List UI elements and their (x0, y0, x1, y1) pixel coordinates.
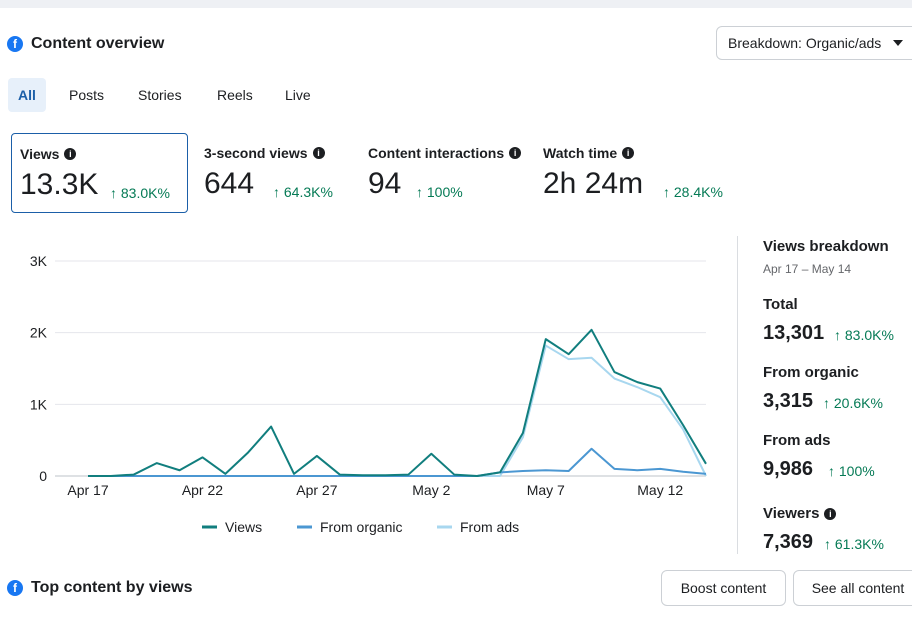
breakdown-date-range: Apr 17 – May 14 (763, 262, 852, 276)
metric-delta-value: 28.4K% (673, 184, 723, 200)
caret-down-icon (893, 40, 904, 46)
views-line-chart[interactable]: 0 1K 2K 3K Apr 17 Apr 22 Apr 27 May 2 May 7 May … (0, 236, 735, 556)
breakdown-total-label: Total (763, 296, 798, 313)
series-line-views (88, 328, 707, 477)
breakdown-label-text: From organic (763, 364, 859, 381)
x-tick-label: Apr 27 (296, 482, 337, 498)
tab-reels[interactable]: Reels (217, 87, 253, 103)
metric-label: Watch time (543, 145, 618, 161)
series-line-from-ads (88, 344, 707, 477)
breakdown-title: Views breakdown (763, 238, 889, 255)
breakdown-organic-delta: ↑ 20.6K% (823, 395, 883, 411)
top-content-title: Top content by views (31, 579, 193, 596)
breakdown-dropdown[interactable]: Breakdown: Organic/ads (716, 26, 912, 60)
facebook-icon: f (7, 580, 23, 596)
metric-value: 2h 24m (543, 167, 644, 200)
breakdown-label-text: From ads (763, 432, 831, 449)
y-tick-label: 2K (30, 325, 48, 341)
y-tick-label: 1K (30, 396, 48, 412)
tab-live[interactable]: Live (285, 87, 311, 103)
y-tick-label: 3K (30, 253, 48, 269)
breakdown-delta-value: 83.0K% (844, 327, 894, 343)
top-strip (0, 0, 912, 8)
metric-delta-value: 100% (426, 184, 463, 200)
metric-label-row: 3-second views i (204, 145, 325, 161)
breakdown-ads-label: From ads (763, 432, 831, 449)
info-icon[interactable]: i (312, 147, 325, 159)
breakdown-total-delta: ↑ 83.0K% (834, 327, 894, 343)
metric-watch-time[interactable]: Watch time i 2h 24m ↑ 28.4K% (535, 133, 735, 213)
tab-posts[interactable]: Posts (69, 87, 105, 103)
y-tick-label: 0 (39, 468, 47, 484)
breakdown-delta-value: 20.6K% (833, 395, 883, 411)
breakdown-viewers-delta: ↑ 61.3K% (824, 536, 884, 552)
series-line-from-organic (88, 447, 707, 477)
info-icon[interactable]: i (64, 148, 77, 160)
metric-delta: ↑ 64.3K% (273, 184, 333, 200)
tab-all[interactable]: All (8, 78, 46, 112)
metric-label-row: Views i (20, 146, 77, 162)
metric-views[interactable]: Views i 13.3K ↑ 83.0K% (11, 133, 188, 213)
metric-label: Content interactions (368, 145, 505, 161)
chart-grid (55, 260, 706, 477)
metric-label: Views (20, 146, 60, 162)
legend-label: From ads (460, 519, 519, 535)
facebook-icon: f (7, 36, 23, 52)
breakdown-ads-value: 9,986 (763, 458, 814, 480)
tab-stories[interactable]: Stories (138, 87, 182, 103)
breakdown-organic-label: From organic (763, 364, 859, 381)
breakdown-total-value: 13,301 (763, 322, 825, 344)
info-icon[interactable]: i (509, 147, 522, 159)
metric-value: 13.3K (20, 168, 99, 201)
breakdown-ads-delta: ↑ 100% (828, 463, 875, 479)
x-tick-label: May 7 (527, 482, 565, 498)
breakdown-viewers-label: Viewers i (763, 505, 837, 522)
metric-delta: ↑ 100% (416, 184, 463, 200)
x-tick-label: Apr 22 (182, 482, 223, 498)
panel-divider (737, 236, 738, 554)
legend-label: From organic (320, 519, 402, 535)
chart-legend: Views From organic From ads (202, 519, 519, 535)
see-all-content-button[interactable]: See all content (793, 570, 912, 606)
metric-value: 94 (368, 167, 402, 200)
breakdown-delta-value: 61.3K% (834, 536, 884, 552)
page-title: Content overview (31, 35, 165, 52)
x-tick-label: May 2 (412, 482, 450, 498)
legend-label: Views (225, 519, 262, 535)
breakdown-dropdown-label: Breakdown: Organic/ads (728, 35, 882, 51)
metric-label: 3-second views (204, 145, 308, 161)
metric-label-row: Content interactions i (368, 145, 522, 161)
breakdown-delta-value: 100% (838, 463, 875, 479)
chart-lines (88, 328, 707, 477)
x-axis-ticks: Apr 17 Apr 22 Apr 27 May 2 May 7 May 12 (67, 482, 683, 498)
metric-label-row: Watch time i (543, 145, 635, 161)
metric-3-second-views[interactable]: 3-second views i 644 ↑ 64.3K% (196, 133, 356, 213)
metric-delta-value: 64.3K% (283, 184, 333, 200)
boost-content-button[interactable]: Boost content (661, 570, 786, 606)
info-icon[interactable]: i (824, 507, 837, 520)
info-icon[interactable]: i (622, 147, 635, 159)
metric-value: 644 (204, 167, 255, 200)
breakdown-label-text: Total (763, 296, 798, 313)
metric-content-interactions[interactable]: Content interactions i 94 ↑ 100% (360, 133, 530, 213)
breakdown-viewers-value: 7,369 (763, 531, 814, 553)
breakdown-label-text: Viewers (763, 505, 820, 522)
y-axis-ticks: 0 1K 2K 3K (30, 253, 48, 484)
x-tick-label: Apr 17 (67, 482, 108, 498)
metric-delta: ↑ 83.0K% (110, 185, 170, 201)
metric-delta: ↑ 28.4K% (663, 184, 723, 200)
breakdown-organic-value: 3,315 (763, 390, 814, 412)
metric-delta-value: 83.0K% (120, 185, 170, 201)
x-tick-label: May 12 (637, 482, 683, 498)
